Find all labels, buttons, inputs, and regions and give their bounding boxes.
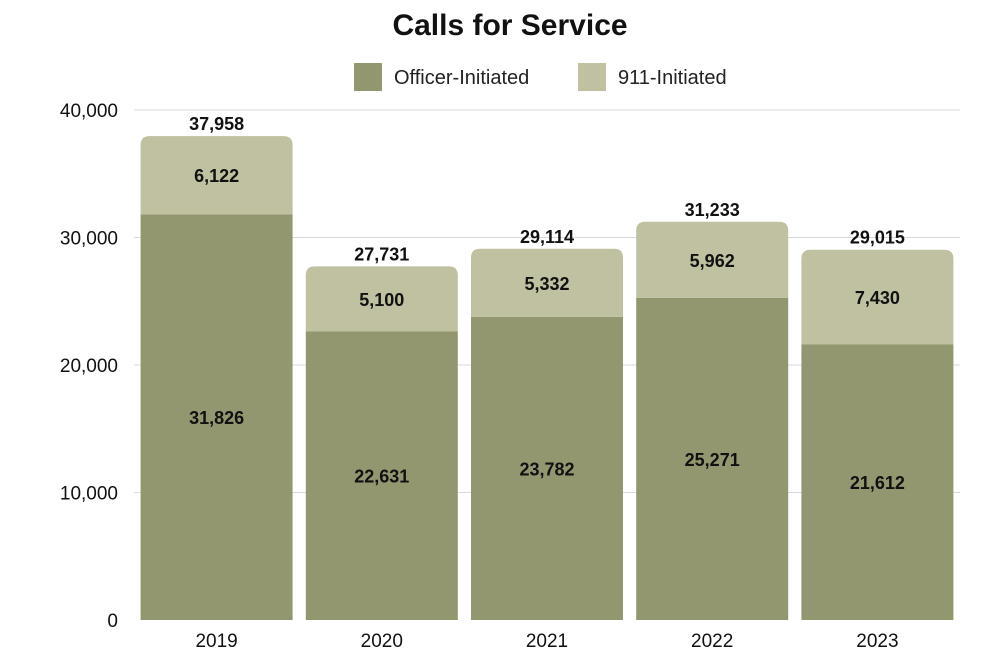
chart-title: Calls for Service <box>392 9 627 42</box>
bar-911-initiated-2019 <box>140 136 293 215</box>
total-label-2019: 37,958 <box>189 114 244 134</box>
segment-label: 5,100 <box>359 290 404 310</box>
bar-911-initiated-2022 <box>636 221 789 298</box>
x-tick-label-2020: 2020 <box>361 631 403 652</box>
bar-officer-initiated-2020 <box>305 331 458 620</box>
segment-label: 31,826 <box>189 408 244 428</box>
total-label-2022: 31,233 <box>685 200 740 220</box>
bar-officer-initiated-2022 <box>636 297 789 620</box>
bar-labels: 31,826 6,122 37,958 22,631 5,100 27,731 23,782… <box>189 114 905 493</box>
y-tick-label: 30,000 <box>60 229 118 250</box>
x-tick-label-2019: 2019 <box>195 631 237 652</box>
bar-officer-initiated-2019 <box>140 214 293 620</box>
x-tick-label-2023: 2023 <box>856 631 898 652</box>
x-tick-label-2021: 2021 <box>526 631 568 652</box>
total-label-2023: 29,015 <box>850 228 905 248</box>
legend-swatch-911-initiated <box>578 63 606 91</box>
y-tick-label: 0 <box>107 611 118 632</box>
segment-label: 21,612 <box>850 473 905 493</box>
chart-legend: Officer-Initiated 911-Initiated <box>354 63 727 91</box>
segment-label: 5,962 <box>690 251 735 271</box>
bar-officer-initiated-2023 <box>801 344 954 620</box>
segment-label: 5,332 <box>524 274 569 294</box>
bar-911-initiated-2020 <box>305 266 458 332</box>
total-label-2021: 29,114 <box>520 227 574 247</box>
segment-label: 7,430 <box>855 288 900 308</box>
segment-label: 22,631 <box>354 467 409 487</box>
y-tick-label: 10,000 <box>60 484 118 505</box>
bars <box>140 136 954 620</box>
y-tick-label: 40,000 <box>60 101 118 122</box>
x-axis-ticks: 2019 2020 2021 2022 2023 <box>195 631 898 652</box>
segment-label: 6,122 <box>194 166 239 186</box>
legend-swatch-officer-initiated <box>354 63 382 91</box>
x-tick-label-2022: 2022 <box>691 631 733 652</box>
legend-label-911-initiated: 911-Initiated <box>618 67 727 89</box>
y-axis-ticks: 0 10,000 20,000 30,000 40,000 <box>60 101 118 632</box>
bar-911-initiated-2023 <box>801 249 954 345</box>
segment-label: 23,782 <box>519 459 574 479</box>
segment-label: 25,271 <box>685 450 740 470</box>
legend-label-officer-initiated: Officer-Initiated <box>394 67 529 89</box>
bar-911-initiated-2021 <box>471 248 623 317</box>
bar-officer-initiated-2021 <box>471 316 623 620</box>
total-label-2020: 27,731 <box>354 244 409 264</box>
y-tick-label: 20,000 <box>60 356 118 377</box>
